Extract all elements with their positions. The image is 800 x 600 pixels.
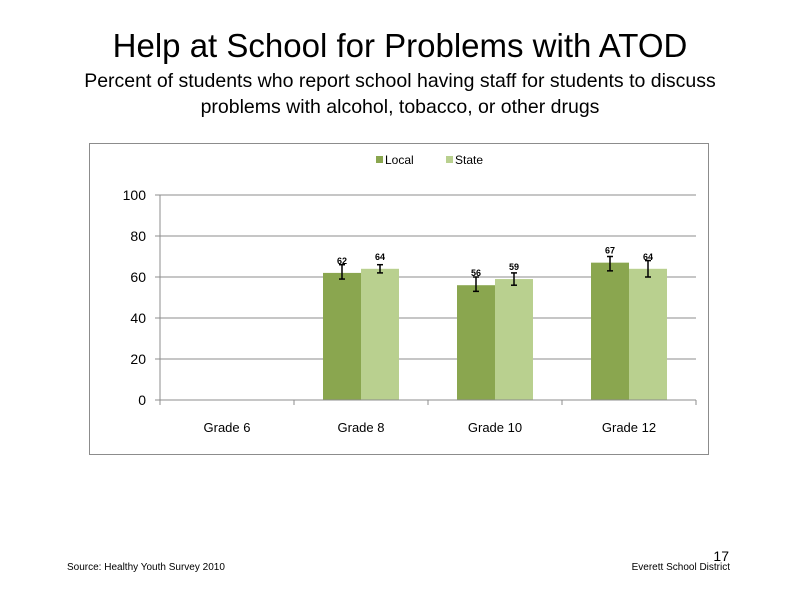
x-tick-label: Grade 8: [338, 420, 385, 435]
legend-swatch-state: [446, 156, 453, 163]
data-label: 62: [337, 256, 347, 266]
bar-local: [323, 272, 361, 400]
bar-state: [629, 268, 667, 400]
y-tick-label: 0: [138, 392, 146, 408]
bar-state: [361, 268, 399, 400]
y-tick-label: 100: [123, 187, 147, 203]
bar-local: [457, 285, 495, 400]
y-tick-label: 20: [130, 351, 146, 367]
x-tick-label: Grade 10: [468, 420, 522, 435]
data-label: 64: [375, 252, 385, 262]
y-tick-label: 80: [130, 228, 146, 244]
chart-frame: [89, 143, 709, 455]
x-tick-label: Grade 12: [602, 420, 656, 435]
slide-title: Help at School for Problems with ATOD: [112, 27, 688, 64]
slide-subtitle: Percent of students who report school ha…: [84, 70, 716, 118]
data-label: 59: [509, 262, 519, 272]
page-number: 17: [713, 548, 729, 564]
y-tick-label: 60: [130, 269, 146, 285]
legend-label-local: Local: [385, 153, 414, 167]
legend-swatch-local: [376, 156, 383, 163]
y-tick-label: 40: [130, 310, 146, 326]
district-name: Everett School District: [631, 562, 730, 573]
legend-label-state: State: [455, 153, 483, 167]
data-label: 64: [643, 252, 653, 262]
x-tick-label: Grade 6: [204, 420, 251, 435]
data-label: 56: [471, 268, 481, 278]
bar-state: [495, 279, 533, 400]
bar-local: [591, 262, 629, 400]
data-label: 67: [605, 246, 615, 256]
source-note: Source: Healthy Youth Survey 2010: [67, 562, 225, 573]
